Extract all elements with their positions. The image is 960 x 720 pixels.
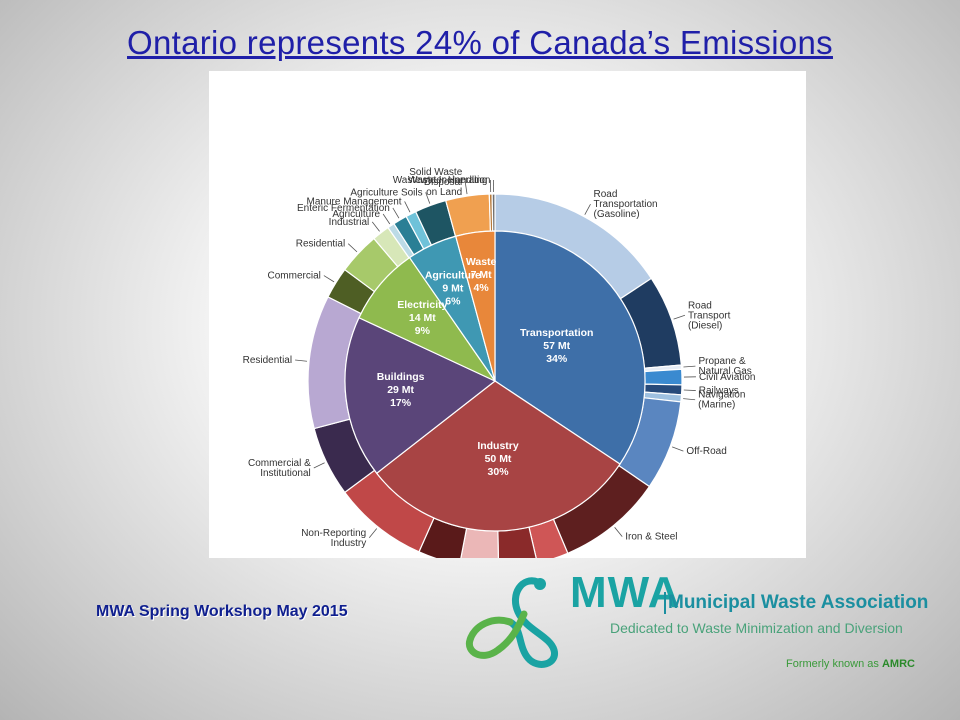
outer-label-commercial-institutional-13: Commercial & Institutional [248, 458, 311, 479]
outer-label-agriculture-soils-21: Agriculture Soils [350, 187, 422, 198]
leader-line-commercial-15 [323, 275, 335, 283]
leader-line-enteric-fermentation-19 [392, 207, 400, 219]
outer-slice-civil-aviation-3 [644, 368, 683, 386]
outer-label-propane-natural-gas-2: Propane & Natural Gas [698, 356, 751, 377]
outer-label-navigation-marine-5: Navigation (Marine) [698, 390, 745, 411]
inner-label-transportation: Transportation 57 Mt 34% [520, 327, 594, 365]
inner-slice-waste [454, 230, 496, 382]
outer-slice-waste-incineration-24 [491, 193, 496, 232]
leader-line-off-road-6 [672, 446, 684, 452]
leader-line-residential-14 [295, 359, 308, 362]
outer-label-off-road-6: Off-Road [686, 446, 726, 457]
outer-label-railways-4: Railways [699, 386, 739, 397]
outer-label-iron-steel-7: Iron & Steel [625, 532, 677, 543]
outer-label-wastewater-handling-23: Wastewater Handling [393, 175, 488, 186]
leader-line-non-reporting-industry-12 [368, 528, 378, 539]
inner-label-electricity: Electricity 14 Mt 9% [397, 299, 447, 337]
logo-name: Municipal Waste Association [668, 592, 929, 613]
outer-label-commercial-15: Commercial [268, 271, 321, 282]
leader-line-road-transport-diesel-1 [673, 314, 686, 320]
outer-label-enteric-fermentation-19: Enteric Fermentation [297, 203, 390, 214]
inner-label-waste: Waste 7 Mt 4% [466, 256, 497, 294]
formerly-name: AMRC [881, 658, 915, 670]
leader-line-solid-waste-disposal-on-land-22 [464, 182, 468, 195]
inner-slice-buildings [344, 316, 497, 475]
leader-line-commercial-institutional-13 [313, 462, 325, 469]
inner-label-agriculture: Agriculture 9 Mt 6% [425, 269, 481, 307]
outer-label-civil-aviation-3: Civil Aviation [699, 372, 756, 383]
leader-line-navigation-marine-5 [683, 398, 696, 401]
leader-line-iron-steel-7 [614, 527, 623, 537]
leader-line-residential-16 [347, 243, 358, 253]
outer-label-agriculture-18: Agriculture [332, 209, 380, 220]
logo-formerly: Formerly known as AMRC [786, 658, 915, 670]
leader-line-manure-management-20 [404, 201, 411, 213]
formerly-prefix: Formerly known as [786, 658, 882, 670]
leader-line-propane-natural-gas-2 [683, 365, 696, 368]
outer-label-non-reporting-industry-12: Non-Reporting Industry [301, 528, 366, 549]
leader-line-industrial-17 [371, 221, 380, 232]
outer-label-manure-management-20: Manure Management [307, 196, 402, 207]
slide-title: Ontario represents 24% of Canada’s Emiss… [127, 24, 833, 61]
outer-label-solid-waste-disposal-on-land-22: Solid Waste Disposal on Land [409, 167, 462, 198]
leader-line-road-transportation-gasoline-0 [584, 203, 591, 215]
logo-divider [664, 592, 666, 614]
workshop-footer: MWA Spring Workshop May 2015 [96, 603, 348, 620]
leader-line-agriculture-18 [382, 213, 391, 225]
leader-line-agriculture-soils-21 [425, 192, 431, 204]
outer-label-waste-incineration-24: Waste Incineration [408, 175, 490, 186]
inner-label-industry: Industry 50 Mt 30% [477, 440, 519, 478]
infinity-loop-icon [465, 577, 558, 668]
outer-label-residential-16: Residential [296, 239, 345, 250]
logo-mark: MWA [570, 568, 681, 617]
leader-line-railways-4 [683, 389, 696, 391]
emissions-chart-panel: Transportation 57 Mt 34% Industry 50 Mt 30% Bu… [209, 71, 806, 589]
outer-label-road-transportation-gasoline-0: Road Transportation (Gasoline) [593, 189, 657, 220]
emissions-pie-chart: Transportation 57 Mt 34% Industry 50 Mt 30% Bu… [243, 167, 756, 589]
logo-tagline: Dedicated to Waste Minimization and Dive… [610, 620, 903, 636]
outer-label-road-transport-diesel-1: Road Transport (Diesel) [688, 300, 731, 331]
mwa-logo: MWA Municipal Waste Association Dedicate… [458, 568, 938, 680]
outer-label-industrial-17: Industrial [329, 217, 370, 228]
inner-label-buildings: Buildings 29 Mt 17% [377, 371, 425, 409]
inner-slice-industry [375, 380, 621, 532]
outer-label-residential-14: Residential [243, 355, 292, 366]
